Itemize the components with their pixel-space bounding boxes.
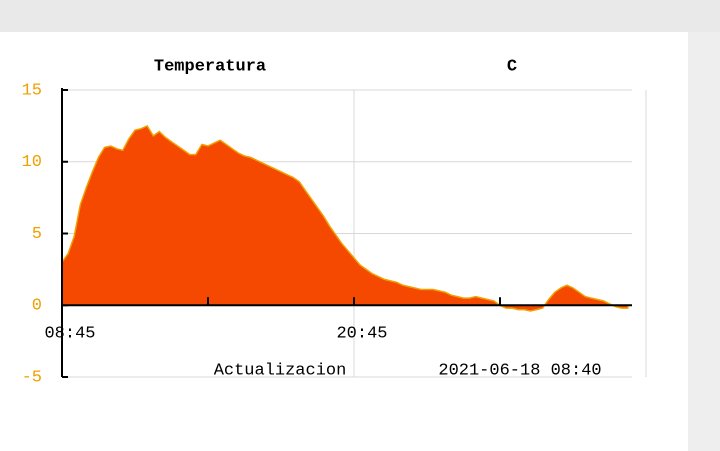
chart-title: Temperatura — [154, 57, 266, 76]
top-band — [0, 0, 720, 32]
x-tick-label: 08:45 — [44, 324, 95, 343]
x-tick-label: 20:45 — [336, 324, 387, 343]
unit-label: C — [507, 57, 517, 76]
area — [61, 124, 629, 312]
side-band — [688, 32, 720, 451]
update-label: Actualizacion — [214, 361, 347, 380]
y-tick-label: -5 — [22, 368, 42, 387]
y-tick-label: 10 — [22, 153, 42, 172]
y-tick-label: 5 — [32, 225, 42, 244]
y-tick-label: 15 — [22, 81, 42, 100]
update-time: 2021-06-18 08:40 — [438, 361, 601, 380]
y-tick-label: 0 — [32, 297, 42, 316]
